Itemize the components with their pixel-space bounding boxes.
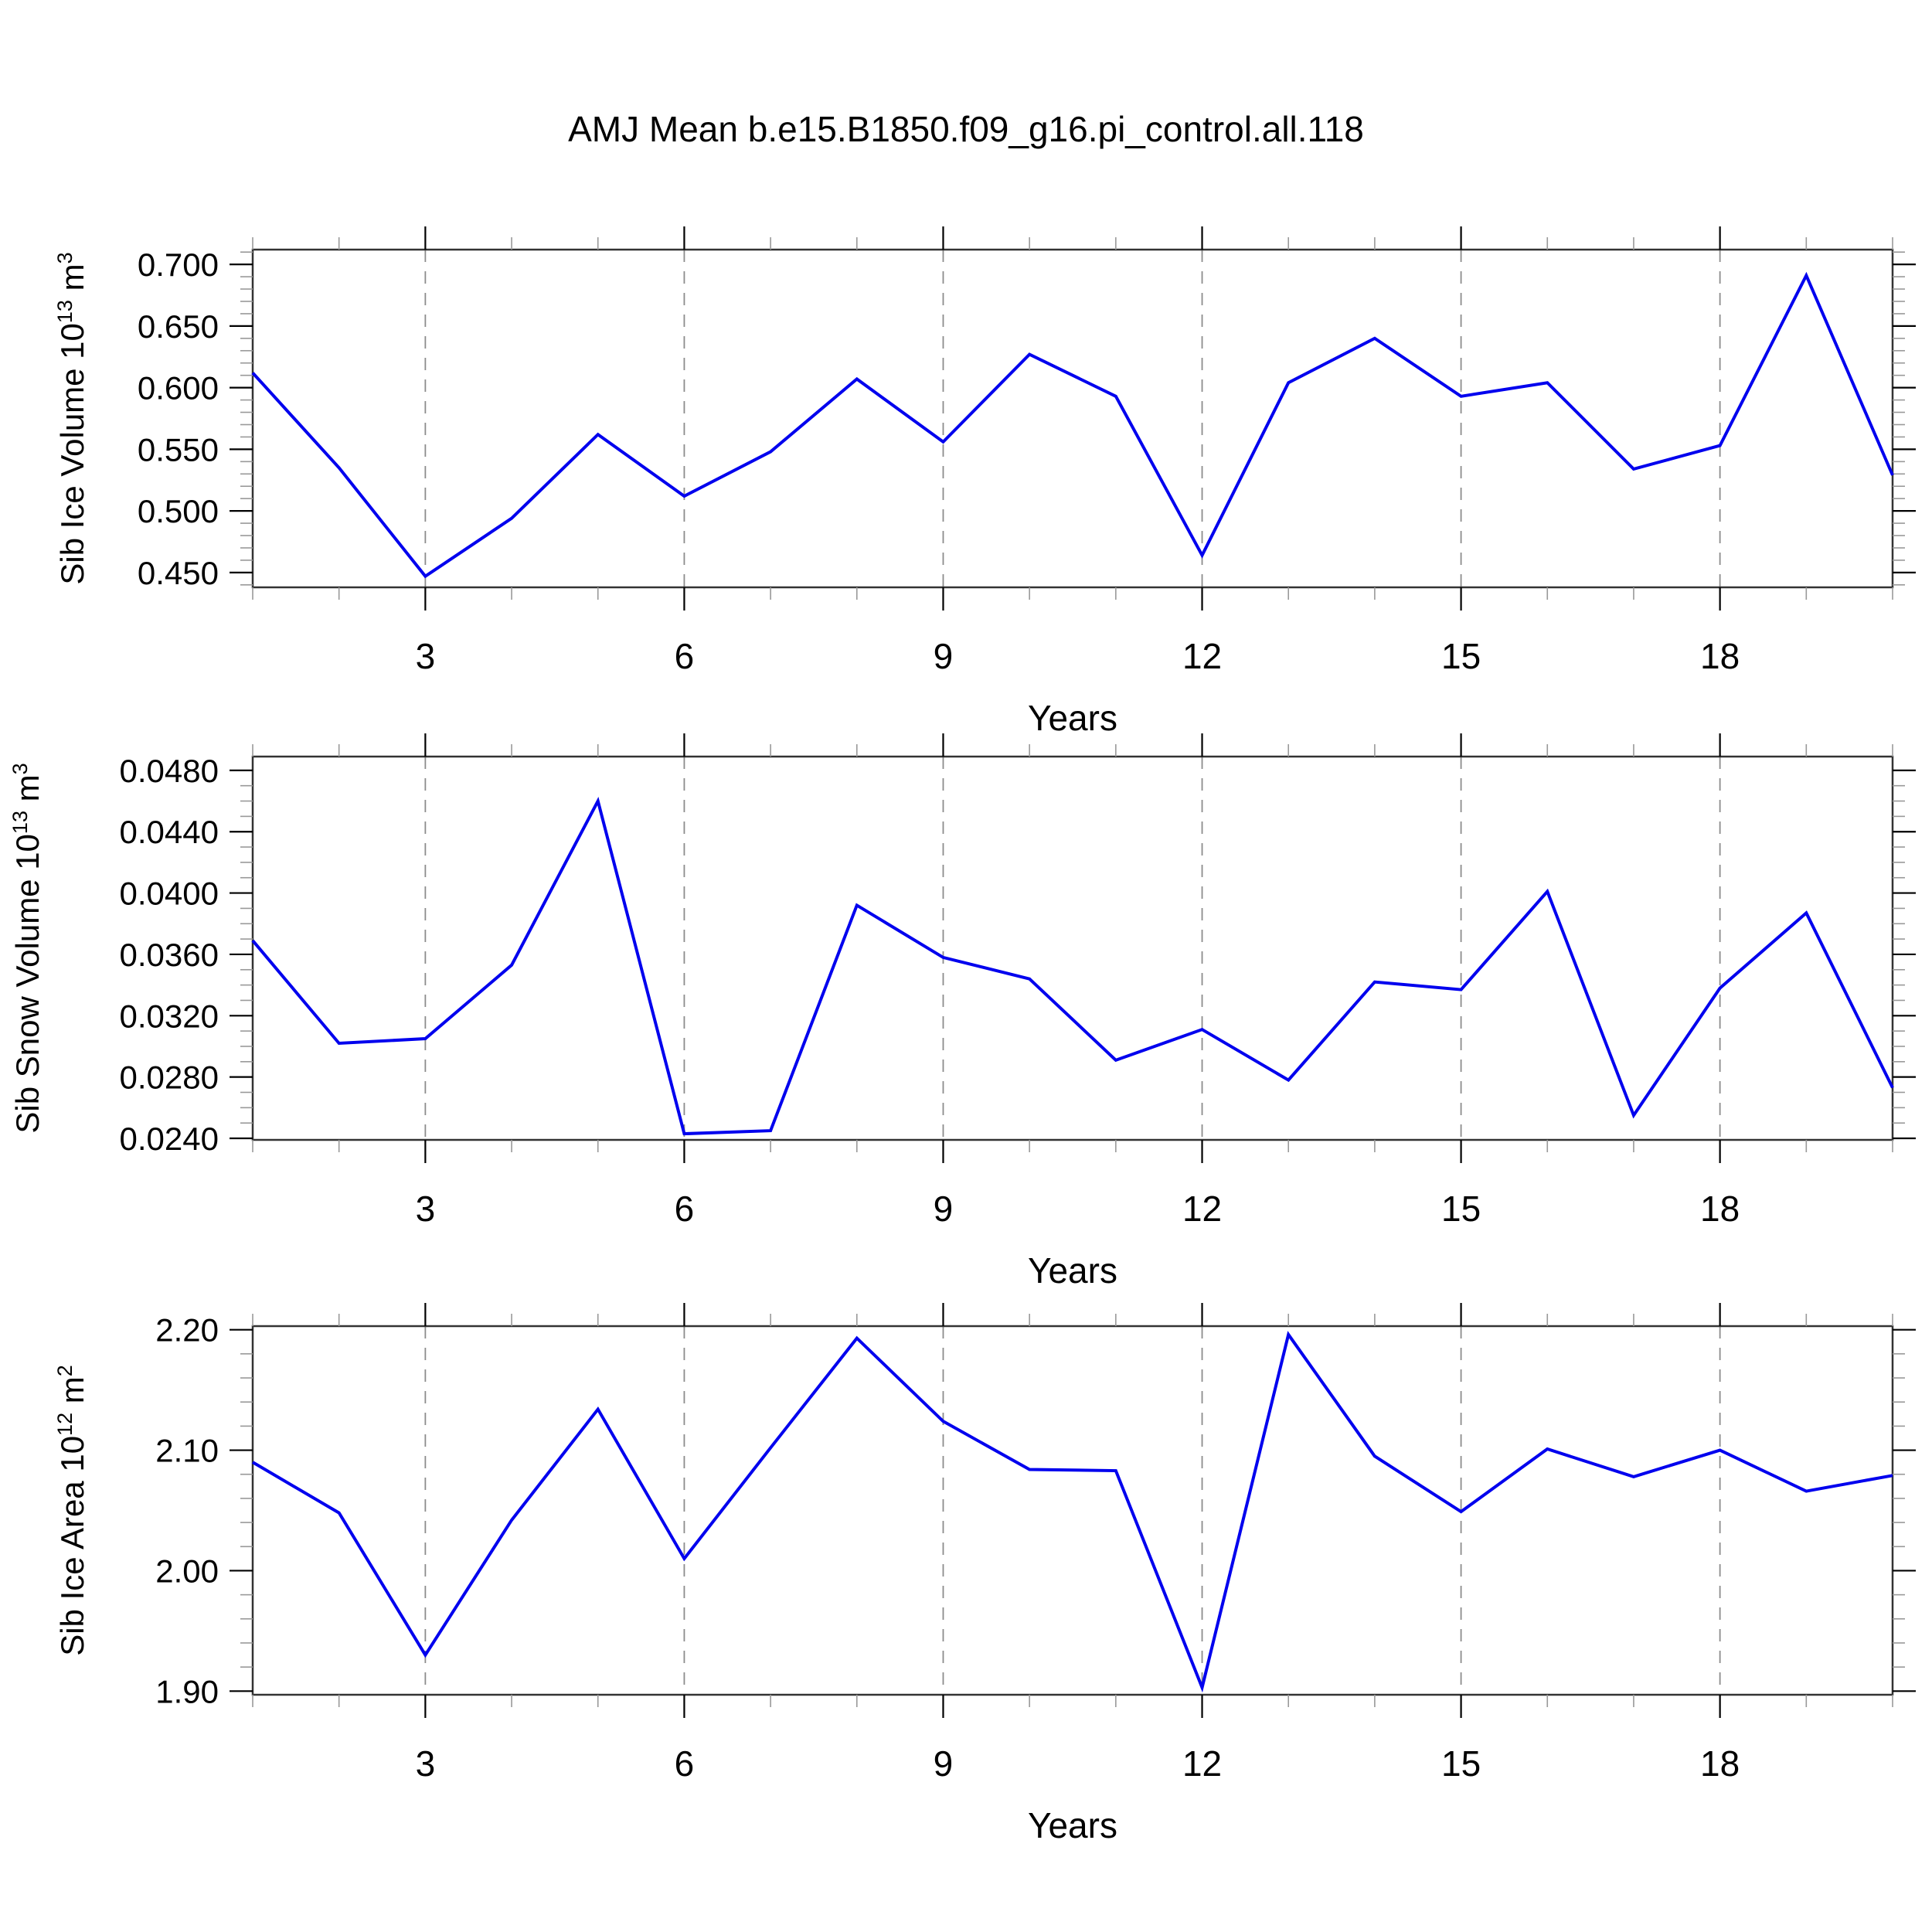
x-tick-label: 15 xyxy=(1441,1189,1481,1229)
x-axis-title: Years xyxy=(1028,1250,1117,1291)
y-tick-label: 2.20 xyxy=(155,1312,219,1349)
x-tick-label: 3 xyxy=(416,636,436,676)
x-tick-label: 3 xyxy=(416,1189,436,1229)
y-axis-title-sib-snow-volume: Sib Snow Volume 1013 m3 xyxy=(9,763,46,1133)
y-tick-label: 0.600 xyxy=(138,370,219,406)
y-tick-label: 1.90 xyxy=(155,1673,219,1709)
x-axis-title: Years xyxy=(1028,1805,1117,1845)
plot-frame-sib-ice-volume xyxy=(251,248,1894,589)
chart-title: AMJ Mean b.e15.B1850.f09_g16.pi_control.… xyxy=(568,109,1364,149)
data-line-sib-ice-area xyxy=(251,1331,1893,1693)
y-tick-label: 0.550 xyxy=(138,431,219,468)
x-axis-title: Years xyxy=(1028,698,1117,738)
panel-sib-ice-area: 1.90 2.00 2.10 2.20 3 6 9 12 15 18 Years Sib Ice Ar… xyxy=(53,1303,1916,1845)
y-tick-label: 0.0280 xyxy=(120,1060,219,1096)
y-tick-label: 0.0320 xyxy=(120,998,219,1034)
y-tick-label: 0.450 xyxy=(138,555,219,591)
panel-sib-ice-volume: 0.450 0.500 0.550 0.600 0.650 0.700 3 6 9 12 15 18 Y… xyxy=(53,226,1916,738)
x-tick-label: 9 xyxy=(934,1743,954,1784)
x-tick-label: 15 xyxy=(1441,1743,1481,1784)
y-axis-title-sib-ice-volume: Sib Ice Volume 1013 m3 xyxy=(53,252,90,584)
x-tick-label: 18 xyxy=(1700,1743,1740,1784)
x-tick-label: 3 xyxy=(416,1743,436,1784)
x-tick-label: 12 xyxy=(1182,1189,1222,1229)
x-tick-label: 18 xyxy=(1700,636,1740,676)
x-tick-label: 12 xyxy=(1182,1743,1222,1784)
y-tick-label: 2.00 xyxy=(155,1553,219,1589)
plot-frame-sib-snow-volume xyxy=(251,755,1894,1141)
x-tick-label: 6 xyxy=(675,1743,695,1784)
x-tick-label: 12 xyxy=(1182,636,1222,676)
x-tick-label: 9 xyxy=(934,636,954,676)
y-tick-label: 0.0360 xyxy=(120,937,219,973)
y-tick-label: 0.0480 xyxy=(120,753,219,789)
y-tick-label: 0.500 xyxy=(138,493,219,529)
y-tick-label: 0.700 xyxy=(138,247,219,283)
y-tick-label: 0.0440 xyxy=(120,814,219,850)
x-tick-label: 9 xyxy=(934,1189,954,1229)
panel-sib-snow-volume: 0.0240 0.0280 0.0320 0.0360 0.0400 0.0440 0.04… xyxy=(9,733,1916,1291)
data-line-sib-ice-volume xyxy=(251,271,1894,579)
x-tick-label: 6 xyxy=(675,1189,695,1229)
y-tick-label: 0.0400 xyxy=(120,876,219,912)
y-tick-label: 0.650 xyxy=(138,308,219,345)
y-axis-title-sib-ice-area: Sib Ice Area 1012 m2 xyxy=(53,1365,90,1656)
data-line-sib-snow-volume xyxy=(251,797,1894,1136)
plot-frame-sib-ice-area xyxy=(251,1325,1894,1696)
x-tick-label: 18 xyxy=(1700,1189,1740,1229)
y-tick-label: 2.10 xyxy=(155,1433,219,1469)
x-tick-label: 15 xyxy=(1441,636,1481,676)
x-tick-label: 6 xyxy=(675,636,695,676)
y-tick-label: 0.0240 xyxy=(120,1121,219,1157)
